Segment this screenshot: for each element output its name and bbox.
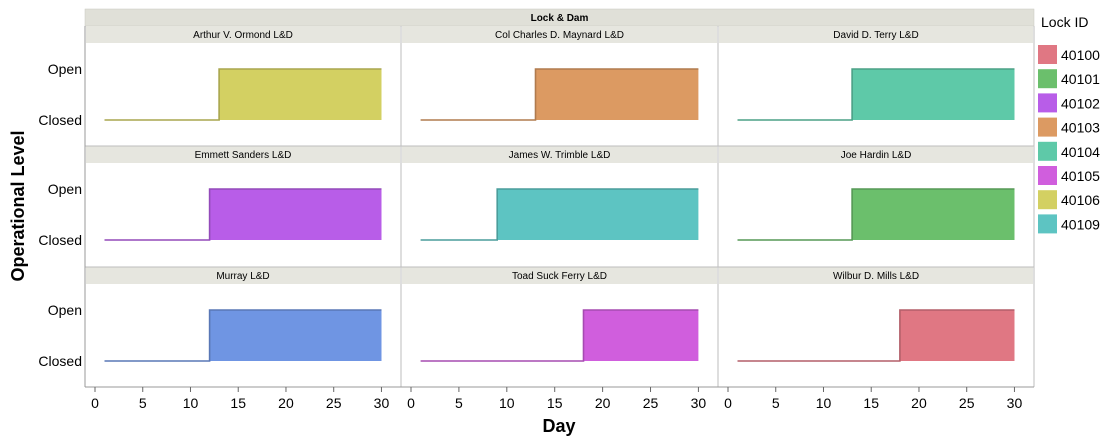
panel-title: Col Charles D. Maynard L&D (495, 30, 624, 41)
x-tick-label: 0 (91, 395, 99, 411)
x-axis-title: Day (542, 416, 575, 436)
area-fill (737, 189, 1015, 240)
panel-header (719, 267, 1033, 284)
legend-label: 40101 (1061, 71, 1100, 87)
area-fill (104, 69, 382, 120)
x-tick-label: 10 (816, 395, 832, 411)
panel-title: Emmett Sanders L&D (195, 150, 292, 161)
panel-title: Arthur V. Ormond L&D (193, 30, 293, 41)
panel-title: David D. Terry L&D (833, 30, 918, 41)
x-tick-label: 25 (326, 395, 342, 411)
series-line (420, 309, 699, 362)
legend-swatch (1038, 69, 1057, 89)
legend-label: 40106 (1061, 192, 1100, 208)
x-tick-label: 15 (230, 395, 246, 411)
series-line (104, 68, 382, 121)
x-tick-label: 25 (643, 395, 659, 411)
panel-header (719, 26, 1033, 43)
panel-title: Toad Suck Ferry L&D (512, 271, 607, 282)
y-axis-title: Operational Level (8, 130, 28, 281)
panel-header (86, 26, 400, 43)
x-tick-label: 20 (911, 395, 927, 411)
panel-header (402, 26, 717, 43)
x-tick-label: 10 (183, 395, 199, 411)
legend-label: 40103 (1061, 120, 1100, 136)
y-tick-label: Open (48, 61, 82, 77)
x-tick-label: 0 (407, 395, 415, 411)
legend-swatch (1038, 166, 1057, 185)
area-fill (420, 310, 699, 361)
x-tick-label: 20 (595, 395, 611, 411)
series-line (737, 68, 1015, 121)
legend-label: 40109 (1061, 216, 1100, 232)
x-tick-label: 25 (959, 395, 975, 411)
facet-title: Lock & Dam (531, 13, 589, 24)
panel-title: Wilbur D. Mills L&D (833, 271, 919, 282)
panel-title: Joe Hardin L&D (841, 150, 912, 161)
area-fill (104, 189, 382, 240)
y-tick-label: Open (48, 302, 82, 318)
panel-header (402, 267, 717, 284)
series-line (737, 309, 1015, 362)
legend-swatch (1038, 117, 1057, 137)
y-tick-label: Closed (38, 112, 82, 128)
panel-header (86, 146, 400, 163)
area-fill (737, 69, 1015, 120)
series-line (420, 188, 699, 241)
area-fill (420, 189, 699, 240)
y-tick-label: Open (48, 181, 82, 197)
panel-header (86, 267, 400, 284)
x-tick-label: 30 (374, 395, 390, 411)
legend-swatch (1038, 45, 1057, 64)
series-line (420, 68, 699, 121)
legend-title: Lock ID (1041, 14, 1088, 30)
legend-label: 40102 (1061, 95, 1100, 111)
legend-label: 40104 (1061, 144, 1100, 160)
x-tick-label: 5 (772, 395, 780, 411)
x-tick-label: 30 (1007, 395, 1023, 411)
x-tick-label: 15 (547, 395, 563, 411)
x-tick-label: 5 (455, 395, 463, 411)
panel-title: Murray L&D (216, 271, 269, 282)
y-tick-label: Closed (38, 353, 82, 369)
x-tick-label: 20 (278, 395, 294, 411)
series-line (104, 309, 382, 362)
legend-swatch (1038, 190, 1057, 210)
panel-title: James W. Trimble L&D (509, 150, 611, 161)
x-tick-label: 0 (724, 395, 732, 411)
legend-swatch (1038, 141, 1057, 161)
panel-header (402, 146, 717, 163)
area-fill (737, 310, 1015, 361)
series-line (104, 188, 382, 241)
series-line (737, 188, 1015, 241)
area-fill (104, 310, 382, 361)
x-tick-label: 10 (499, 395, 515, 411)
x-tick-label: 30 (691, 395, 707, 411)
x-tick-label: 15 (863, 395, 879, 411)
panel-header (719, 146, 1033, 163)
y-tick-label: Closed (38, 232, 82, 248)
area-fill (420, 69, 699, 120)
x-tick-label: 5 (139, 395, 147, 411)
legend-swatch (1038, 93, 1057, 113)
legend-label: 40105 (1061, 168, 1100, 184)
legend-swatch (1038, 214, 1057, 234)
legend-label: 40100 (1061, 47, 1100, 63)
